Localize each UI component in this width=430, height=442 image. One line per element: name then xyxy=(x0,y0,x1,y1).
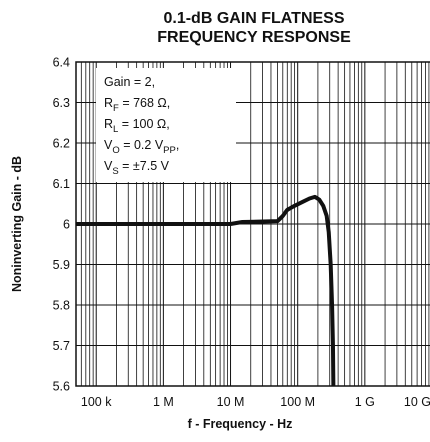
x-tick-label: 1 M xyxy=(153,395,174,409)
annotation-box: Gain = 2, RF = 768 Ω, RL = 100 Ω, VO = 0.2 … xyxy=(96,68,236,182)
y-tick-label: 5.9 xyxy=(53,258,70,272)
x-tick-label: 10 G xyxy=(404,395,430,409)
gain-series-line xyxy=(76,194,336,387)
annotation-line: VO = 0.2 VPP, xyxy=(104,138,179,156)
y-tick-labels: 5.6 5.7 5.8 5.9 6 6.1 6.2 6.3 6.4 xyxy=(53,56,70,394)
y-tick-label: 6.2 xyxy=(53,137,70,151)
annotation-line: RL = 100 Ω, xyxy=(104,117,170,135)
y-tick-label: 6 xyxy=(63,218,70,232)
plot-frame xyxy=(75,61,430,387)
y-tick-label: 5.6 xyxy=(53,380,70,394)
x-tick-label: 10 M xyxy=(217,395,245,409)
x-tick-label: 100 M xyxy=(280,395,315,409)
annotation-background xyxy=(96,68,236,182)
y-tick-label: 5.8 xyxy=(53,299,70,313)
y-tick-label: 5.7 xyxy=(53,339,70,353)
y-tick-label: 6.3 xyxy=(53,96,70,110)
annotation-line: RF = 768 Ω, xyxy=(104,96,170,114)
x-tick-label: 1 G xyxy=(355,395,375,409)
y-axis-label: Noninverting Gain - dB xyxy=(10,156,24,292)
x-axis-label: f - Frequency - Hz xyxy=(188,417,293,431)
chart-title-line-1: 0.1-dB GAIN FLATNESS xyxy=(163,10,344,27)
chart-title-line-2: FREQUENCY RESPONSE xyxy=(157,29,351,46)
y-tick-label: 6.1 xyxy=(53,177,70,191)
y-tick-label: 6.4 xyxy=(53,56,70,70)
x-tick-labels: 100 k 1 M 10 M 100 M 1 G 10 G xyxy=(81,395,430,409)
x-tick-label: 100 k xyxy=(81,395,112,409)
annotation-line: VS = ±7.5 V xyxy=(104,159,170,177)
series-layer xyxy=(76,194,336,387)
annotation-line: Gain = 2, xyxy=(104,75,155,89)
